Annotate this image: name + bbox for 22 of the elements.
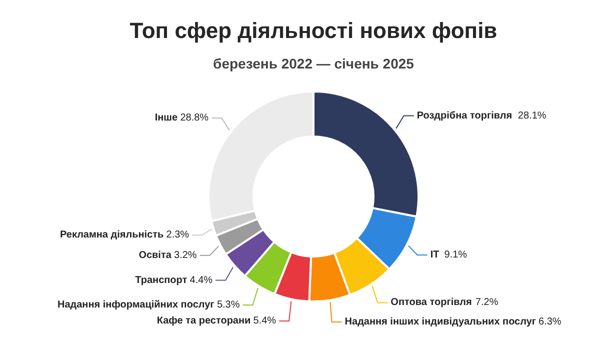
slice-label: Надання інформаційних послуг bbox=[57, 300, 214, 311]
slice-label: Освіта bbox=[138, 250, 172, 261]
slice-label: Оптова торгівля bbox=[390, 297, 472, 308]
data-label: 4.4% bbox=[190, 274, 213, 286]
data-label: 3.2% bbox=[174, 250, 197, 261]
data-label: 2.3% bbox=[166, 230, 190, 241]
chart-subtitle: березень 2022 — січень 2025 bbox=[213, 56, 414, 72]
slice-label: Інше bbox=[154, 112, 178, 124]
slice-label: Надання інших індивідуальних послуг bbox=[344, 316, 536, 328]
chart-title: Топ сфер діяльності нових фопів bbox=[130, 18, 498, 43]
data-label: 28.1% bbox=[518, 110, 546, 122]
data-label: 5.4% bbox=[253, 316, 276, 327]
data-label: 6.3% bbox=[538, 316, 562, 328]
slice-label: Роздрібна торгівля bbox=[416, 110, 512, 122]
slice-label: Рекламна діяльність bbox=[60, 230, 164, 241]
slice-label: Кафе та ресторани bbox=[156, 316, 251, 327]
data-label: 7.2% bbox=[475, 297, 498, 308]
slice-label: Транспорт bbox=[135, 274, 188, 286]
data-label: 28.8% bbox=[180, 112, 209, 124]
data-label: 9.1% bbox=[444, 249, 468, 260]
slice-label: IT bbox=[430, 249, 440, 260]
data-label: 5.3% bbox=[216, 300, 240, 311]
